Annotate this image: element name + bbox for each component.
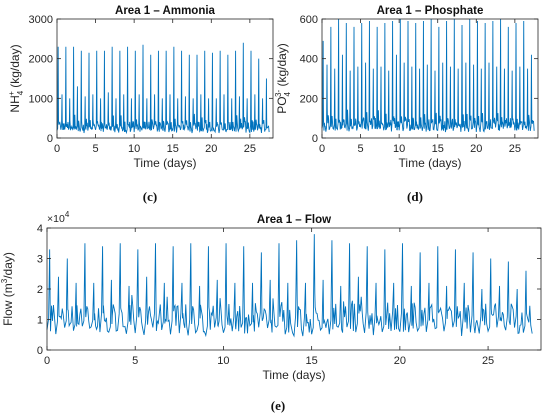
chart-title: Area 1 – Flow: [257, 214, 331, 226]
chart-c: 0 5 10 15 20 25 0 1000 2000 3000 Area 1 – Ammonia T…: [7, 5, 274, 170]
chart-title: Area 1 – Ammonia: [115, 5, 216, 17]
x-tick-label: 20: [205, 143, 217, 155]
y-tick-label: 600: [300, 14, 318, 26]
x-tick-label: 25: [244, 143, 256, 155]
x-tick-label: 20: [470, 143, 482, 155]
x-tick-label: 0: [44, 355, 50, 367]
x-tick-label: 20: [394, 355, 406, 367]
x-tick-label: 15: [432, 143, 444, 155]
series-line: [46, 234, 533, 338]
x-tick-label: 0: [54, 143, 60, 155]
caption-c: (c): [142, 189, 158, 204]
x-tick-label: 5: [132, 355, 138, 367]
axes-frame: [321, 18, 539, 139]
x-tick-label: 25: [509, 143, 521, 155]
x-tick-label: 15: [306, 355, 318, 367]
y-tick-label: 4: [37, 223, 43, 235]
chart-d: 0 5 10 15 20 25 0 200 400 600 Area 1 – Phosphate Ti…: [274, 5, 539, 170]
x-tick-label: 5: [93, 143, 99, 155]
x-tick-label: 5: [358, 143, 364, 155]
chart-e: 0 5 10 15 20 25 0 1 2 3 4 Area 1 – Flow Time (days) F…: [0, 210, 542, 382]
caption-d: (d): [407, 189, 423, 204]
y-tick-label: 3: [37, 254, 43, 266]
x-tick-label: 25: [482, 355, 494, 367]
y-tick-label: 2000: [29, 54, 53, 66]
x-tick-label: 0: [319, 143, 325, 155]
y-tick-label: 3000: [29, 14, 53, 26]
caption-e: (e): [270, 398, 286, 413]
y-tick-label: 1: [37, 315, 43, 327]
y-tick-label: 1000: [29, 93, 53, 105]
x-axis-label: Time (days): [263, 368, 326, 382]
chart-title: Area 1 – Phosphate: [377, 5, 484, 17]
x-tick-label: 15: [167, 143, 179, 155]
y-tick-label: 0: [47, 133, 53, 145]
x-tick-label: 10: [217, 355, 229, 367]
y-axis-label: PO43- (kg/day): [274, 43, 292, 114]
y-tick-label: 0: [312, 133, 318, 145]
axes-frame: [56, 18, 274, 139]
x-tick-label: 10: [128, 143, 140, 155]
x-axis-label: Time (days): [134, 156, 197, 170]
y-tick-label: 200: [300, 93, 318, 105]
x-tick-label: 10: [393, 143, 405, 155]
y-tick-label: 0: [37, 345, 43, 357]
x-axis-label: Time (days): [399, 156, 462, 170]
y-exponent-label: ×104: [47, 210, 70, 225]
y-tick-label: 2: [37, 284, 43, 296]
y-tick-label: 400: [300, 54, 318, 66]
series-line: [321, 18, 535, 133]
y-axis-label: NH4+ (kg/day): [7, 44, 25, 112]
y-axis-label: Flow (m3/day): [0, 252, 15, 326]
series-line: [56, 42, 270, 135]
